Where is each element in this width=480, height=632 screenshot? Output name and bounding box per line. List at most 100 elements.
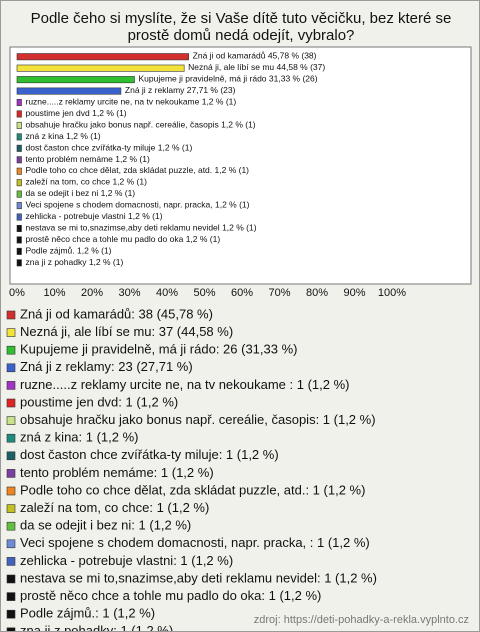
category-label: Kupujeme ji pravidelně, má ji rádo bbox=[138, 74, 266, 84]
source: zdroj: https://deti-pohadky-a-rekla.vypl… bbox=[254, 614, 469, 626]
bar bbox=[16, 156, 22, 164]
legend-label: Nezná ji, ale líbí se mu: 37 (44,58 %) bbox=[20, 324, 233, 339]
legend-label: zehlicka - potrebuje vlastni: 1 (1,2 %) bbox=[20, 553, 233, 568]
x-tick-label: 60% bbox=[231, 287, 253, 299]
value-label: 1,2 % (1) bbox=[215, 165, 250, 175]
legend-swatch bbox=[6, 592, 16, 601]
bar bbox=[16, 167, 22, 175]
legend-swatch bbox=[6, 416, 16, 425]
bar bbox=[16, 87, 122, 95]
bar-label: Veci spojene s chodem domacnosti, napr. … bbox=[26, 200, 250, 210]
bar-label: Podle zájmů. 1,2 % (1) bbox=[26, 246, 112, 256]
value-label: 27,71 % (23) bbox=[187, 85, 236, 95]
bar bbox=[16, 236, 22, 244]
category-label: zna ji z pohadky bbox=[26, 257, 88, 267]
legend-swatch bbox=[6, 504, 16, 513]
legend-swatch bbox=[6, 433, 16, 443]
bar bbox=[16, 121, 22, 129]
bar bbox=[16, 179, 22, 187]
legend-label: poustime jen dvd: 1 (1,2 %) bbox=[20, 394, 178, 409]
legend-swatch bbox=[6, 381, 16, 390]
legend-label: prostě něco chce a tohle mu padlo do oka… bbox=[20, 588, 321, 603]
value-label: 1,2 % (1) bbox=[77, 246, 112, 256]
category-label: Nezná ji, ale líbí se mu bbox=[188, 62, 274, 72]
legend-label: Podle zájmů.: 1 (1,2 %) bbox=[20, 606, 155, 621]
bar bbox=[16, 190, 22, 198]
legend-label: Kupujeme ji pravidelně, má ji rádo: 26 (… bbox=[20, 342, 297, 357]
x-tick-label: 40% bbox=[156, 287, 178, 299]
category-label: da se odejit i bez ni bbox=[26, 188, 99, 198]
value-label: 1,2 % (1) bbox=[89, 257, 124, 267]
value-label: 1,2 % (1) bbox=[158, 143, 193, 153]
value-label: 1,2 % (1) bbox=[128, 211, 163, 221]
bar-label: zehlicka - potrebuje vlastni 1,2 % (1) bbox=[26, 211, 163, 221]
bar-label: tento problém nemáme 1,2 % (1) bbox=[26, 154, 150, 164]
value-label: 1,2 % (1) bbox=[92, 108, 127, 118]
legend-label: zaleží na tom, co chce: 1 (1,2 %) bbox=[20, 500, 209, 515]
x-tick-label: 10% bbox=[43, 287, 65, 299]
bar-label: zná z kina 1,2 % (1) bbox=[26, 131, 101, 141]
category-label: obsahuje hračku jako bonus např. cereáli… bbox=[26, 120, 219, 130]
legend-swatch bbox=[6, 469, 16, 478]
category-label: Zná ji z reklamy bbox=[125, 85, 185, 95]
category-label: poustime jen dvd bbox=[26, 108, 91, 118]
legend-label: zna ji z pohadky: 1 (1,2 %) bbox=[20, 623, 173, 631]
bar bbox=[16, 247, 22, 255]
bar-label: Zná ji z reklamy 27,71 % (23) bbox=[125, 85, 236, 95]
value-label: 1,2 % (1) bbox=[222, 223, 257, 233]
category-label: Zná ji od kamarádů bbox=[193, 51, 266, 61]
value-label: 1,2 % (1) bbox=[221, 120, 256, 130]
category-label: zehlicka - potrebuje vlastni bbox=[26, 211, 126, 221]
value-label: 1,2 % (1) bbox=[115, 154, 150, 164]
value-label: 1,2 % (1) bbox=[112, 177, 147, 187]
category-label: nestava se mi to,snazimse,aby deti rekla… bbox=[26, 223, 220, 233]
legend-label: dost časton chce zvířátka-ty miluje: 1 (… bbox=[20, 447, 279, 462]
bar-label: obsahuje hračku jako bonus např. cereáli… bbox=[26, 120, 256, 130]
bar-label: zaleží na tom, co chce 1,2 % (1) bbox=[26, 177, 148, 187]
legend-label: ruzne.....z reklamy urcite ne, na tv nek… bbox=[20, 377, 349, 392]
legend-label: Podle toho co chce dělat, zda skládat pu… bbox=[20, 482, 365, 497]
category-label: ruzne.....z reklamy urcite ne, na tv nek… bbox=[26, 97, 202, 107]
category-label: Podle zájmů. bbox=[26, 246, 75, 256]
legend-swatch bbox=[6, 345, 16, 355]
bar-label: dost časton chce zvířátka-ty miluje 1,2 … bbox=[26, 143, 193, 153]
bar bbox=[16, 99, 22, 107]
bar bbox=[16, 144, 22, 152]
value-label: 1,2 % (1) bbox=[66, 131, 101, 141]
legend-label: zná z kina: 1 (1,2 %) bbox=[20, 430, 139, 445]
legend-swatch bbox=[6, 398, 16, 408]
value-label: 44,58 % (37) bbox=[277, 62, 326, 72]
bar bbox=[16, 202, 22, 210]
category-label: zná z kina bbox=[26, 131, 65, 141]
legend-swatch bbox=[6, 310, 16, 320]
x-tick-label: 30% bbox=[118, 287, 140, 299]
bar-label: Kupujeme ji pravidelně, má ji rádo 31,33… bbox=[138, 74, 317, 84]
category-label: tento problém nemáme bbox=[26, 154, 114, 164]
value-label: 1,2 % (1) bbox=[186, 234, 221, 244]
x-tick-label: 80% bbox=[306, 287, 328, 299]
category-label: prostě něco chce a tohle mu padlo do oka bbox=[26, 234, 184, 244]
bar-label: zna ji z pohadky 1,2 % (1) bbox=[26, 257, 124, 267]
legend-label: Veci spojene s chodem domacnosti, napr. … bbox=[20, 535, 370, 550]
legend-swatch bbox=[6, 328, 16, 337]
legend-swatch bbox=[6, 451, 16, 461]
category-label: Podle toho co chce dělat, zda skládat pu… bbox=[26, 165, 213, 175]
category-label: zaleží na tom, co chce bbox=[26, 177, 111, 187]
x-tick-label: 100% bbox=[378, 287, 406, 299]
x-tick-label: 90% bbox=[343, 287, 365, 299]
legend-swatch bbox=[6, 363, 16, 373]
bar bbox=[16, 76, 135, 84]
bar bbox=[16, 259, 22, 267]
legend-swatch bbox=[6, 521, 16, 531]
legend-label: tento problém nemáme: 1 (1,2 %) bbox=[20, 465, 214, 480]
legend-swatch bbox=[6, 627, 16, 631]
bar bbox=[16, 110, 22, 118]
bar-label: Nezná ji, ale líbí se mu 44,58 % (37) bbox=[188, 62, 325, 72]
value-label: 31,33 % (26) bbox=[269, 74, 318, 84]
category-label: dost časton chce zvířátka-ty miluje bbox=[26, 143, 156, 153]
legend-label: da se odejit i bez ni: 1 (1,2 %) bbox=[20, 518, 191, 533]
bar bbox=[16, 213, 22, 221]
bar bbox=[16, 133, 22, 141]
